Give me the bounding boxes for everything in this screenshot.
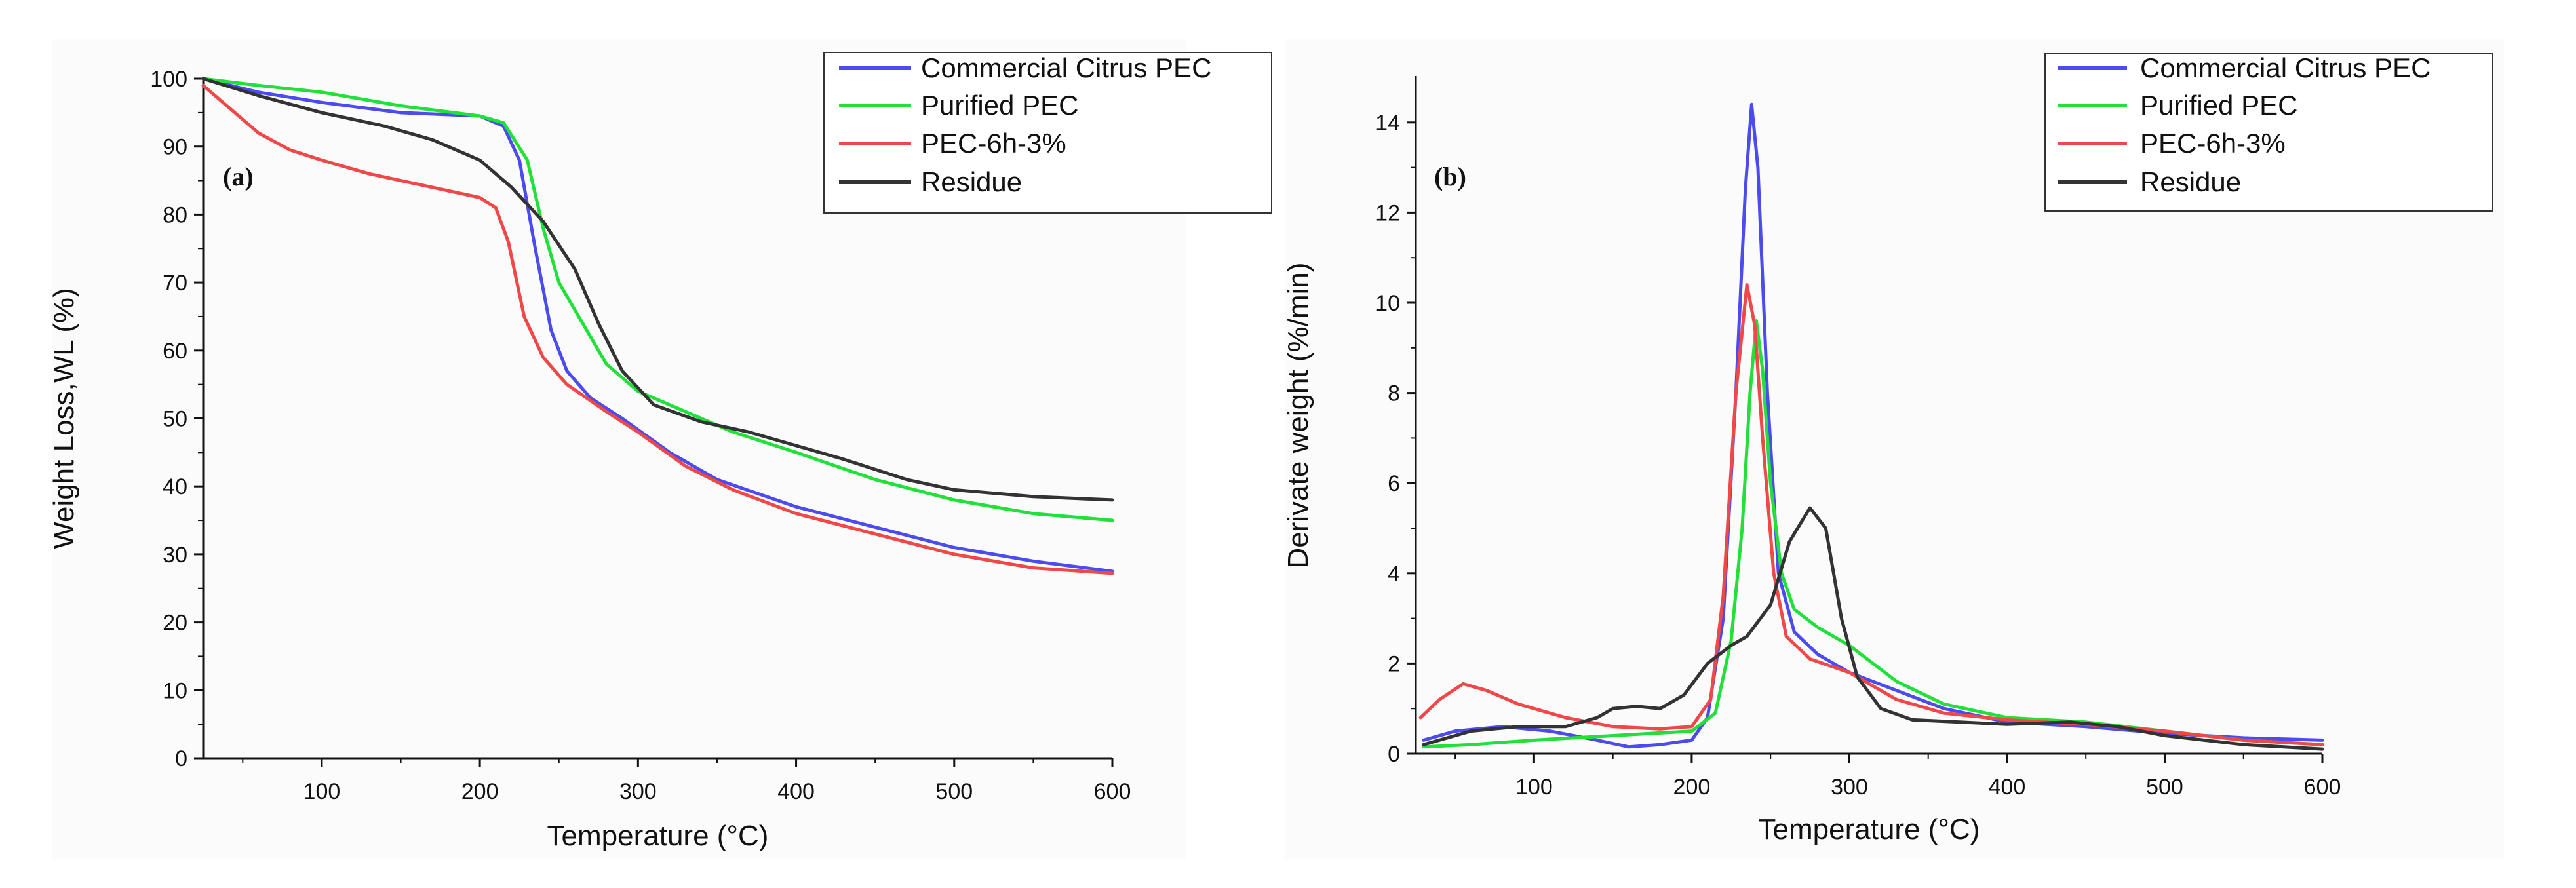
panel-b-x-axis-title: Temperature (°C) xyxy=(1759,813,1980,845)
panel-a-y-tick-label: 100 xyxy=(150,67,187,92)
panel-a-y-tick-label: 60 xyxy=(163,339,187,364)
panel-b-legend-label: PEC-6h-3% xyxy=(2140,128,2286,159)
panel-a-x-tick-label: 500 xyxy=(935,779,973,804)
panel-a-x-tick-label: 200 xyxy=(461,779,499,804)
panel-a-legend-label: PEC-6h-3% xyxy=(921,128,1066,159)
panel-a-legend-label: Residue xyxy=(921,166,1022,197)
panel-b-x-tick-label: 400 xyxy=(1989,775,2026,800)
panel-b-legend-label: Residue xyxy=(2140,166,2241,197)
panel-b-x-tick-label: 100 xyxy=(1515,775,1553,800)
panel-b-y-tick-label: 8 xyxy=(1388,381,1400,406)
panel-a-y-axis-title: Weight Loss,WL (%) xyxy=(48,288,80,549)
panel-b-y-tick-label: 4 xyxy=(1388,562,1400,587)
panel-b-x-tick-label: 300 xyxy=(1831,775,1868,800)
panel-b-y-tick-label: 14 xyxy=(1375,111,1400,136)
panel-b-x-tick-label: 600 xyxy=(2304,775,2341,800)
panel-a-chart: 0 10 20 30 40 50 60 70 80 90 100 100 200 300 400 500 600… xyxy=(48,52,1272,852)
panel-b-series-line-4 xyxy=(1422,506,2324,751)
panel-a-x-tick-label: 400 xyxy=(777,779,815,804)
panel-a-y-tick-label: 50 xyxy=(163,407,187,432)
panel-b-chart: 0 2 4 6 8 10 12 14 100 200 300 400 500 600 Temperature… xyxy=(1282,52,2493,845)
panel-a-x-tick-label: 300 xyxy=(619,779,657,804)
panel-a-series-line-2 xyxy=(201,77,1114,522)
panel-b-y-tick-label: 12 xyxy=(1375,201,1400,225)
panel-a-series-line-1 xyxy=(201,77,1114,573)
panel-a-y-tick-label: 30 xyxy=(163,543,187,568)
panel-a-series-line-4 xyxy=(201,77,1114,502)
panel-a-y-tick-label: 70 xyxy=(163,271,187,296)
panel-a-legend-box xyxy=(823,52,1272,214)
panel-b-series-line-2 xyxy=(1422,319,2324,749)
panel-a-y-tick-label: 80 xyxy=(163,203,187,227)
panel-b-letter: (b) xyxy=(1434,162,1466,191)
panel-a-letter: (a) xyxy=(223,162,254,191)
panel-a-legend-label: Purified PEC xyxy=(921,90,1078,121)
panel-b-y-tick-label: 6 xyxy=(1388,471,1400,496)
panel-a-series-line-3 xyxy=(201,83,1114,575)
panel-a-y-tick-label: 90 xyxy=(163,135,187,160)
panel-b-y-axis-title: Derivate weight (%/min) xyxy=(1282,262,1314,568)
panel-b-legend-label: Purified PEC xyxy=(2140,90,2297,121)
panel-a-y-tick-label: 20 xyxy=(163,611,187,636)
panel-a-y-tick-label: 0 xyxy=(175,746,187,771)
panel-b-legend-label: Commercial Citrus PEC xyxy=(2140,52,2430,83)
panel-a-x-axis-title: Temperature (°C) xyxy=(547,820,769,852)
panel-b-series-line-3 xyxy=(1418,283,2324,746)
panel-a-y-tick-label: 10 xyxy=(163,678,187,703)
panel-a-x-tick-label: 100 xyxy=(303,779,341,804)
panel-b-y-tick-label: 10 xyxy=(1375,291,1400,316)
panel-b-x-tick-label: 200 xyxy=(1673,775,1711,800)
panel-a-y-tick-label: 40 xyxy=(163,474,187,499)
panel-b-y-tick-label: 2 xyxy=(1388,651,1400,676)
panel-b-x-tick-label: 500 xyxy=(2146,775,2183,800)
panel-b-legend-box xyxy=(2044,53,2493,212)
panel-b-y-tick-label: 0 xyxy=(1388,742,1400,767)
panel-a-legend-label: Commercial Citrus PEC xyxy=(921,52,1211,83)
panel-a-x-tick-label: 600 xyxy=(1094,779,1131,804)
